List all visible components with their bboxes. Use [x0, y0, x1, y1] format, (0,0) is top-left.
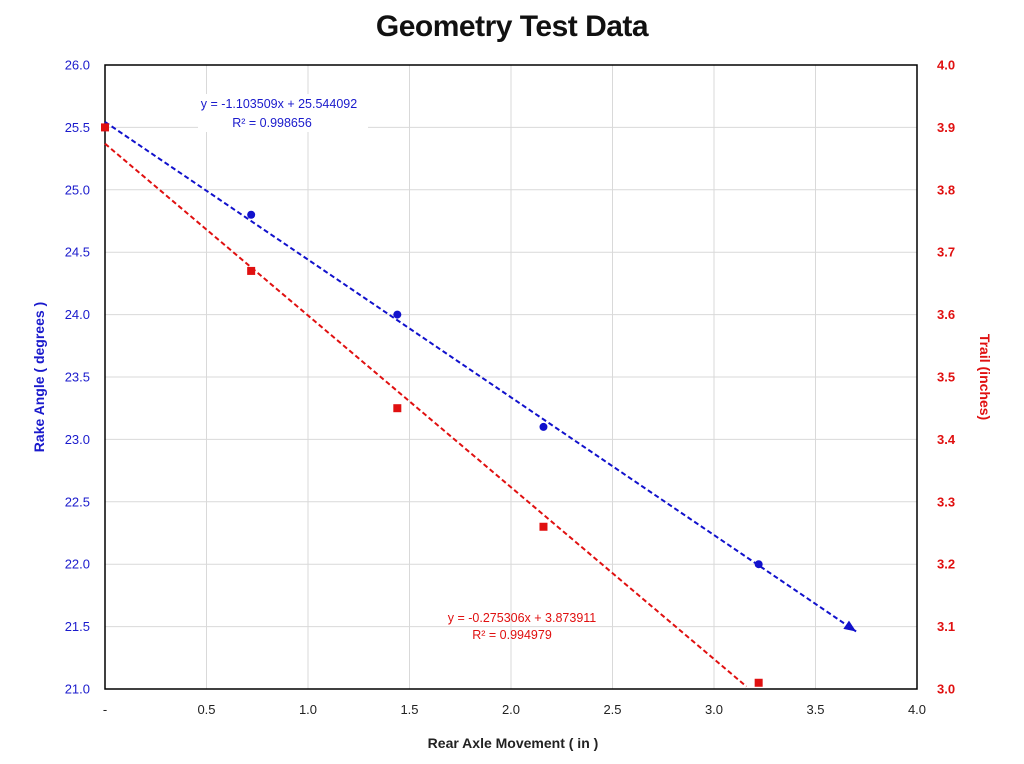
y-right-tick-label: 3.0 [937, 682, 955, 697]
y-right-axis-title: Trail (inches) [977, 334, 993, 420]
trendlines [104, 121, 857, 688]
trail-point [393, 404, 402, 413]
x-tick-label: 2.5 [603, 702, 621, 717]
y-right-tick-label: 3.3 [937, 494, 955, 509]
y-right-tick-label: 4.0 [937, 58, 955, 73]
chart-title: Geometry Test Data [375, 10, 649, 43]
red-trend-equation-box: y = -0.275306x + 3.873911 R² = 0.994979 [448, 611, 597, 642]
y-left-tick-label: 21.0 [65, 682, 90, 697]
rake-angle-point [539, 422, 548, 431]
trail-point [247, 266, 256, 275]
y-right-tick-label: 3.9 [937, 120, 955, 135]
y-right-tick-label: 3.2 [937, 557, 955, 572]
x-tick-label: 2.0 [502, 702, 520, 717]
y-left-tick-label: 24.0 [65, 307, 90, 322]
rake-angle-point [247, 210, 256, 219]
y-left-tick-label: 22.0 [65, 557, 90, 572]
x-tick-label: - [103, 702, 107, 717]
plot-border [104, 64, 918, 690]
y-right-tick-label: 3.8 [937, 182, 955, 197]
y-left-tick-label: 25.5 [65, 120, 90, 135]
y-left-tick-label: 23.5 [65, 370, 90, 385]
y-right-tick-label: 3.1 [937, 619, 955, 634]
rake-angle-point [393, 310, 402, 319]
trail-point [539, 522, 548, 531]
y-right-tick-label: 3.5 [937, 370, 955, 385]
trendline-arrowhead [843, 620, 857, 632]
x-tick-label: 0.5 [197, 702, 215, 717]
blue-trend-equation-box: y = -1.103509x + 25.544092 R² = 0.998656 [198, 94, 368, 132]
gridlines [105, 65, 917, 689]
y-right-axis-ticks: 3.0 3.1 3.2 3.3 3.4 3.5 3.6 3.7 3.8 3.9 4.0 [937, 58, 956, 697]
x-tick-label: 3.0 [705, 702, 723, 717]
y-right-tick-label: 3.7 [937, 245, 955, 260]
x-axis-title: Rear Axle Movement ( in ) [428, 735, 599, 751]
x-tick-label: 1.0 [299, 702, 317, 717]
y-left-tick-label: 23.0 [65, 432, 90, 447]
y-left-tick-label: 21.5 [65, 619, 90, 634]
blue-trend-equation: y = -1.103509x + 25.544092 [201, 97, 357, 111]
red-trendline [104, 142, 748, 688]
y-left-tick-label: 26.0 [65, 58, 90, 73]
red-trend-r2: R² = 0.994979 [472, 628, 552, 642]
red-trend-equation: y = -0.275306x + 3.873911 [448, 611, 597, 625]
y-right-tick-label: 3.6 [937, 307, 955, 322]
rake-angle-point [754, 560, 763, 569]
x-tick-label: 1.5 [400, 702, 418, 717]
trail-point [754, 678, 763, 687]
y-left-axis-ticks: 21.0 21.5 22.0 22.5 23.0 23.5 24.0 24.5 25.0 25.5… [65, 58, 90, 697]
x-tick-label: 4.0 [908, 702, 926, 717]
y-right-tick-label: 3.4 [937, 432, 956, 447]
y-left-axis-title: Rake Angle ( degrees ) [31, 302, 47, 452]
y-left-tick-label: 25.0 [65, 182, 90, 197]
data-points [101, 123, 763, 687]
x-axis-ticks: - 0.5 1.0 1.5 2.0 2.5 3.0 3.5 4.0 [103, 702, 926, 717]
blue-trend-r2: R² = 0.998656 [232, 116, 312, 130]
trail-point [101, 123, 109, 132]
blue-trendline [104, 121, 857, 633]
x-tick-label: 3.5 [806, 702, 824, 717]
y-left-tick-label: 22.5 [65, 494, 90, 509]
y-left-tick-label: 24.5 [65, 245, 90, 260]
